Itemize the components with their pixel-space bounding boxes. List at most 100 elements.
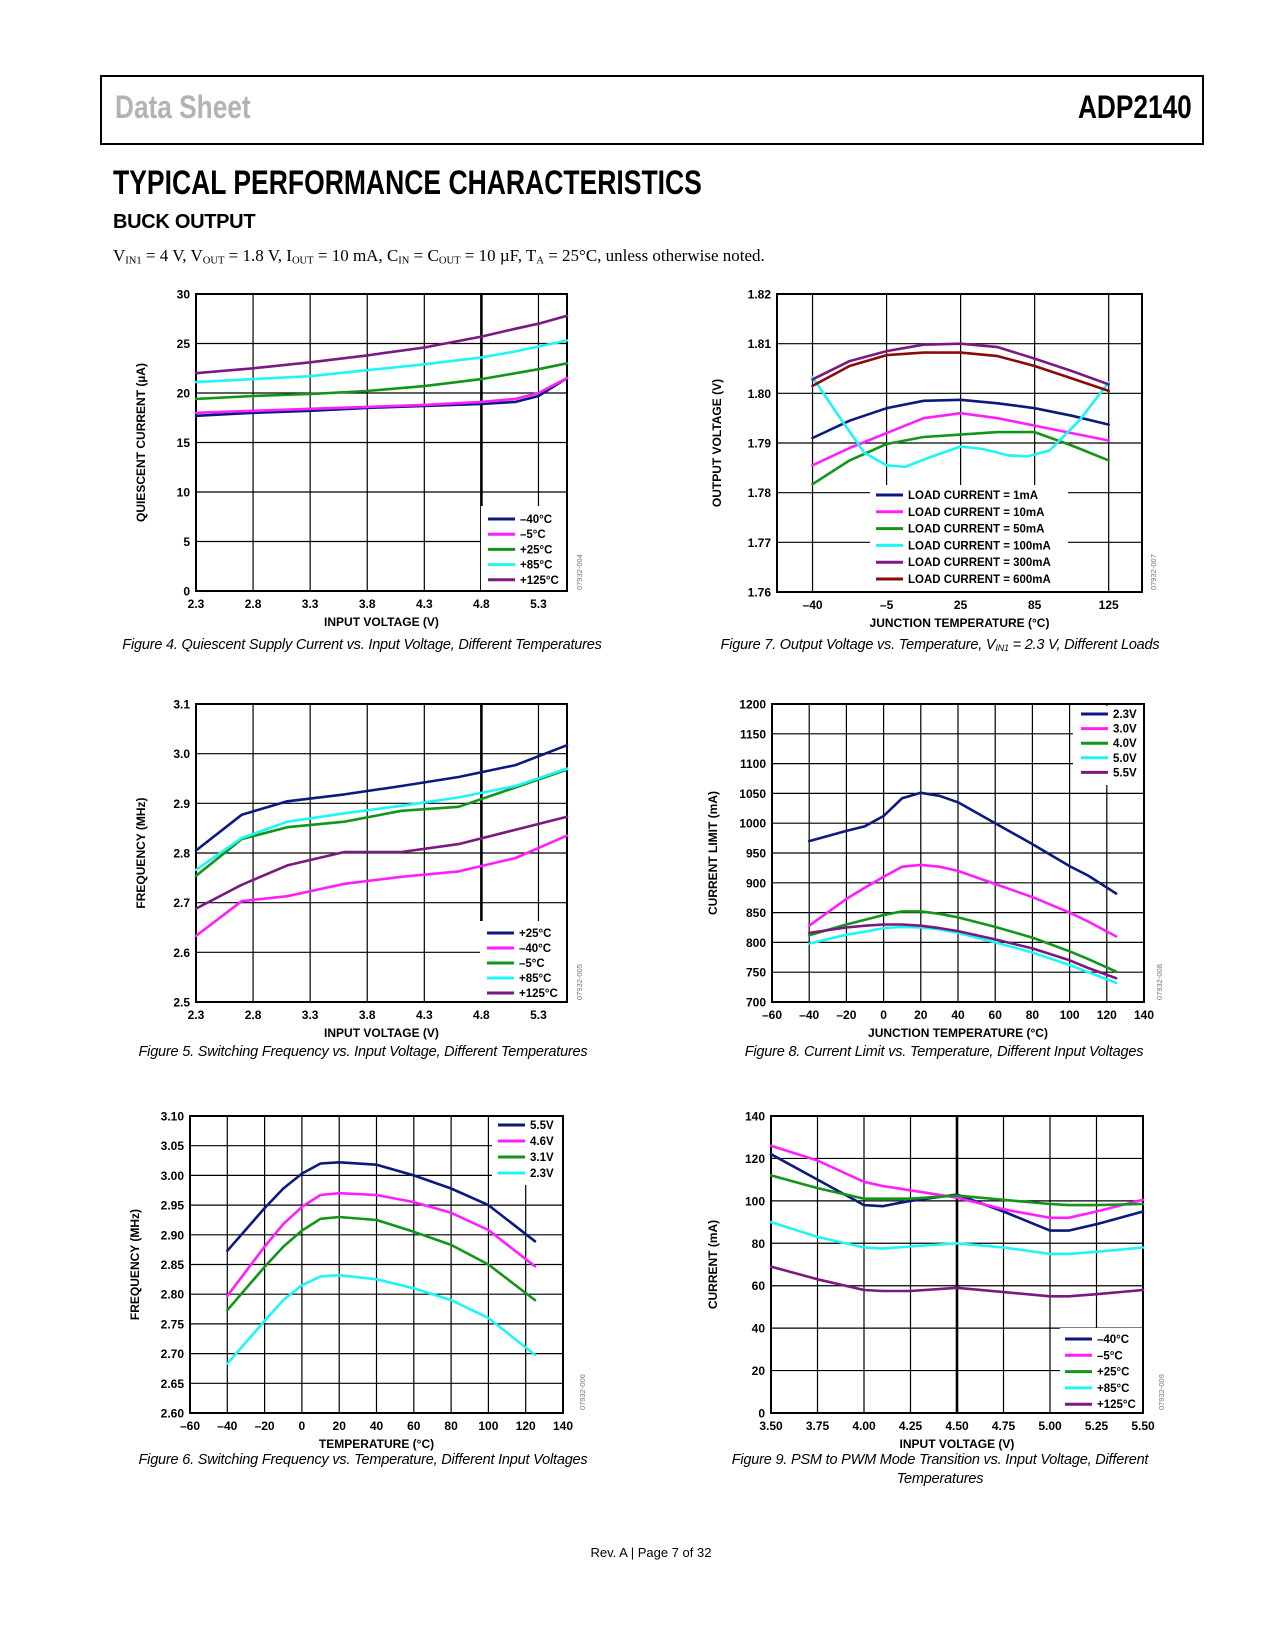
series-line	[194, 768, 569, 878]
text-run: = C	[409, 246, 439, 265]
y-tick-label: 80	[752, 1237, 766, 1251]
text-run: = 25°C, unless otherwise noted.	[543, 246, 765, 265]
x-axis-title: JUNCTION TEMPERATURE (°C)	[870, 616, 1050, 630]
series-line	[194, 376, 569, 415]
y-tick-label: 2.60	[161, 1407, 185, 1421]
text-run: = 1.8 V, I	[224, 246, 292, 265]
x-tick-label: 0	[299, 1419, 306, 1433]
plot-frame	[776, 293, 1143, 593]
x-tick-label: 5.3	[530, 597, 547, 611]
plot-frame	[771, 703, 1145, 1003]
series-line	[194, 815, 569, 910]
y-tick-label: 3.05	[161, 1139, 185, 1153]
legend-label: 4.6V	[530, 1136, 554, 1148]
figure-caption: Figure 5. Switching Frequency vs. Input …	[139, 1043, 588, 1062]
y-tick-label: 40	[752, 1322, 766, 1336]
plot-frame	[770, 1115, 1144, 1414]
y-tick-label: 900	[746, 876, 766, 890]
x-axis-title: TEMPERATURE (°C)	[319, 1437, 434, 1451]
plot-frame	[189, 1115, 564, 1414]
subscript-text: OUT	[291, 255, 314, 267]
x-tick-label: –20	[255, 1419, 275, 1433]
y-axis-title: FREQUENCY (MHz)	[134, 797, 148, 908]
text-run: = 10 mA, C	[313, 246, 399, 265]
y-tick-label: 20	[177, 387, 191, 401]
series-line	[811, 411, 1110, 467]
plot-frame	[195, 293, 568, 592]
x-tick-label: 4.3	[416, 597, 433, 611]
y-tick-label: 2.7	[173, 896, 190, 910]
series-line	[769, 1220, 1145, 1256]
figure-code: 07932-009	[1157, 1374, 1166, 1410]
figure-caption: Figure 4. Quiescent Supply Current vs. I…	[122, 636, 602, 655]
y-tick-label: 10	[177, 486, 191, 500]
x-tick-label: 3.8	[359, 597, 376, 611]
y-tick-label: 1.80	[748, 387, 772, 401]
y-tick-label: 25	[177, 337, 191, 351]
page-footer: Rev. A | Page 7 of 32	[590, 1545, 712, 1560]
x-tick-label: 5.25	[1085, 1419, 1109, 1433]
series-line	[807, 791, 1118, 895]
series-line	[811, 398, 1110, 440]
y-tick-label: 30	[177, 288, 191, 302]
y-tick-label: 1100	[740, 757, 766, 771]
y-axis-title: CURRENT LIMIT (mA)	[706, 791, 720, 915]
fig8-chart: 70075080085090095010001050110011501200–6…	[706, 698, 1164, 1041]
series-line	[769, 1174, 1145, 1207]
y-axis-title: FREQUENCY (MHz)	[128, 1209, 142, 1320]
x-tick-label: 3.3	[302, 1008, 319, 1022]
y-tick-label: 0	[758, 1407, 765, 1421]
legend-label: LOAD CURRENT = 10mA	[908, 507, 1044, 519]
legend-label: 3.0V	[1113, 724, 1137, 736]
x-tick-label: –40	[217, 1419, 237, 1433]
figure-caption: Figure 6. Switching Frequency vs. Temper…	[139, 1451, 588, 1470]
fig9-chart: 0 20 40 60 80 100 120 140 3.50 3.75 4.00 4.25 4.50 4.…	[706, 1110, 1166, 1452]
x-tick-label: 80	[1026, 1008, 1040, 1022]
text-run: Temperatures	[896, 1471, 984, 1487]
legend-label: 2.3V	[1113, 709, 1137, 721]
section-title: TYPICAL PERFORMANCE CHARACTERISTICS	[113, 164, 702, 202]
legend-label: LOAD CURRENT = 50mA	[908, 524, 1044, 536]
x-tick-label: 5.00	[1038, 1419, 1062, 1433]
text-run: = 4 V, V	[141, 246, 203, 265]
y-tick-label: 120	[745, 1152, 765, 1166]
y-tick-label: 800	[746, 936, 766, 950]
x-tick-label: 3.50	[759, 1419, 783, 1433]
text-run: = 10 µF, T	[460, 246, 537, 265]
legend-label: –5°C	[519, 958, 545, 970]
legend-label: +25°C	[519, 928, 551, 940]
subscript-text: IN1	[125, 255, 142, 267]
x-tick-label: 2.3	[188, 597, 205, 611]
y-tick-label: 60	[752, 1279, 766, 1293]
y-tick-label: 1.77	[748, 536, 772, 550]
x-tick-label: 120	[516, 1419, 536, 1433]
x-axis-title: INPUT VOLTAGE (V)	[900, 1437, 1015, 1451]
series-line	[194, 339, 569, 384]
series-line	[226, 1273, 537, 1365]
series-line	[811, 375, 1110, 469]
x-tick-label: 2.8	[245, 1008, 262, 1022]
text-run: Figure 7. Output Voltage vs. Temperature…	[720, 637, 996, 653]
series-line	[807, 863, 1118, 938]
x-tick-label: 40	[951, 1008, 965, 1022]
x-tick-label: 60	[407, 1419, 421, 1433]
x-tick-label: 40	[370, 1419, 384, 1433]
x-tick-label: –40	[803, 598, 823, 612]
y-axis-title: QUIESCENT CURRENT (µA)	[134, 363, 148, 522]
x-tick-label: 4.3	[416, 1008, 433, 1022]
x-tick-label: 4.75	[992, 1419, 1016, 1433]
y-tick-label: 20	[752, 1364, 766, 1378]
text-run: = 2.3 V, Different Loads	[1008, 637, 1160, 653]
x-tick-label: 100	[478, 1419, 498, 1433]
y-tick-label: 1200	[739, 698, 766, 712]
y-tick-label: 2.8	[173, 847, 190, 861]
y-tick-label: 5	[183, 535, 190, 549]
legend-label: LOAD CURRENT = 300mA	[908, 557, 1051, 569]
y-tick-label: 3.1	[173, 698, 190, 712]
x-tick-label: –60	[180, 1419, 200, 1433]
x-tick-label: 2.3	[188, 1008, 205, 1022]
legend-label: LOAD CURRENT = 1mA	[908, 490, 1038, 502]
x-tick-label: 3.8	[359, 1008, 376, 1022]
text-run: Figure 4. Quiescent Supply Current vs. I…	[122, 637, 602, 653]
y-tick-label: 850	[746, 906, 766, 920]
